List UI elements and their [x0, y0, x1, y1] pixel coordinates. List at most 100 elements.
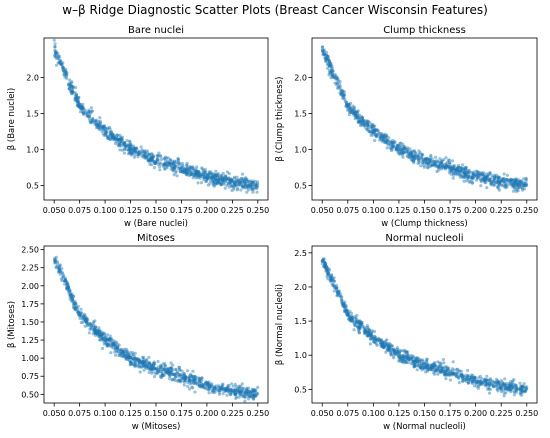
- data-point: [80, 106, 84, 110]
- data-point: [144, 155, 149, 159]
- data-point: [78, 105, 82, 109]
- data-point: [410, 153, 414, 157]
- data-point: [340, 90, 344, 94]
- data-point: [395, 148, 399, 152]
- data-point: [171, 161, 175, 165]
- data-point: [64, 68, 68, 72]
- data-point: [442, 361, 446, 365]
- y-tick-label: 1.0: [26, 146, 39, 155]
- data-point: [217, 180, 221, 184]
- data-point: [469, 176, 474, 180]
- data-point: [92, 327, 97, 331]
- data-point: [420, 153, 424, 157]
- data-point: [495, 382, 499, 386]
- data-point: [239, 188, 243, 192]
- data-point: [206, 173, 211, 177]
- y-tick-label: 1.0: [294, 146, 307, 155]
- data-point: [206, 173, 210, 177]
- data-point: [55, 262, 60, 266]
- data-point: [152, 154, 156, 158]
- data-point: [112, 136, 116, 140]
- data-point: [324, 53, 328, 57]
- data-point: [71, 90, 75, 94]
- data-point: [343, 100, 347, 104]
- data-point: [452, 372, 456, 376]
- data-point: [424, 162, 428, 167]
- data-point: [173, 164, 177, 168]
- data-point: [163, 161, 167, 165]
- data-point: [369, 124, 373, 128]
- data-point: [85, 112, 89, 116]
- subplot-1: 0.050 0.075 0.100 0.125 0.150 0.175 0.200 0.225…: [275, 25, 538, 229]
- data-point: [240, 184, 245, 188]
- data-point: [188, 169, 193, 174]
- data-point: [346, 314, 350, 318]
- data-point: [146, 158, 150, 162]
- data-point: [476, 172, 480, 176]
- data-point: [345, 104, 349, 108]
- data-point: [181, 164, 185, 168]
- data-point: [53, 51, 58, 55]
- data-point: [231, 384, 235, 388]
- data-point: [198, 176, 202, 180]
- data-point: [476, 170, 480, 174]
- data-point: [518, 183, 522, 187]
- data-point: [440, 158, 444, 163]
- data-point: [74, 303, 78, 307]
- data-point: [237, 180, 241, 184]
- data-point: [455, 173, 459, 177]
- data-point: [165, 156, 169, 160]
- data-point: [148, 158, 152, 162]
- data-point: [476, 170, 480, 174]
- data-point: [339, 93, 343, 97]
- data-point: [66, 82, 71, 86]
- data-point: [174, 169, 178, 173]
- data-point: [367, 129, 371, 133]
- data-point: [390, 344, 394, 348]
- data-point: [225, 177, 229, 181]
- data-point: [162, 162, 166, 166]
- data-point: [351, 108, 355, 112]
- data-point: [356, 109, 360, 113]
- data-point: [352, 106, 356, 110]
- data-point: [172, 161, 176, 165]
- data-point: [145, 155, 150, 159]
- data-point: [156, 154, 160, 158]
- data-point: [256, 385, 260, 389]
- data-point: [177, 160, 181, 165]
- data-point: [474, 174, 478, 178]
- data-point: [196, 172, 200, 176]
- data-point: [391, 138, 395, 143]
- data-point: [187, 171, 191, 175]
- data-point: [179, 165, 184, 169]
- data-point: [243, 395, 247, 399]
- data-point: [142, 355, 146, 360]
- data-point: [412, 149, 416, 153]
- data-point: [140, 154, 144, 158]
- data-point: [119, 136, 123, 140]
- data-point: [101, 132, 105, 136]
- data-point: [406, 149, 410, 153]
- data-point: [55, 51, 60, 55]
- data-point: [462, 171, 466, 175]
- data-point: [87, 108, 91, 112]
- data-point: [71, 85, 75, 89]
- data-point: [74, 98, 78, 102]
- data-point: [214, 177, 218, 181]
- data-point: [230, 178, 234, 182]
- data-point: [429, 153, 433, 157]
- data-point: [131, 150, 135, 154]
- data-point: [198, 171, 202, 175]
- data-point: [242, 389, 246, 393]
- data-point: [387, 136, 391, 140]
- data-point: [233, 181, 237, 185]
- data-point: [499, 379, 503, 383]
- data-point: [214, 181, 218, 185]
- data-point: [432, 371, 436, 375]
- data-point: [172, 165, 176, 170]
- data-point: [65, 74, 69, 78]
- data-point: [329, 70, 333, 74]
- data-point: [255, 186, 259, 191]
- data-point: [438, 157, 442, 161]
- data-point: [329, 68, 333, 73]
